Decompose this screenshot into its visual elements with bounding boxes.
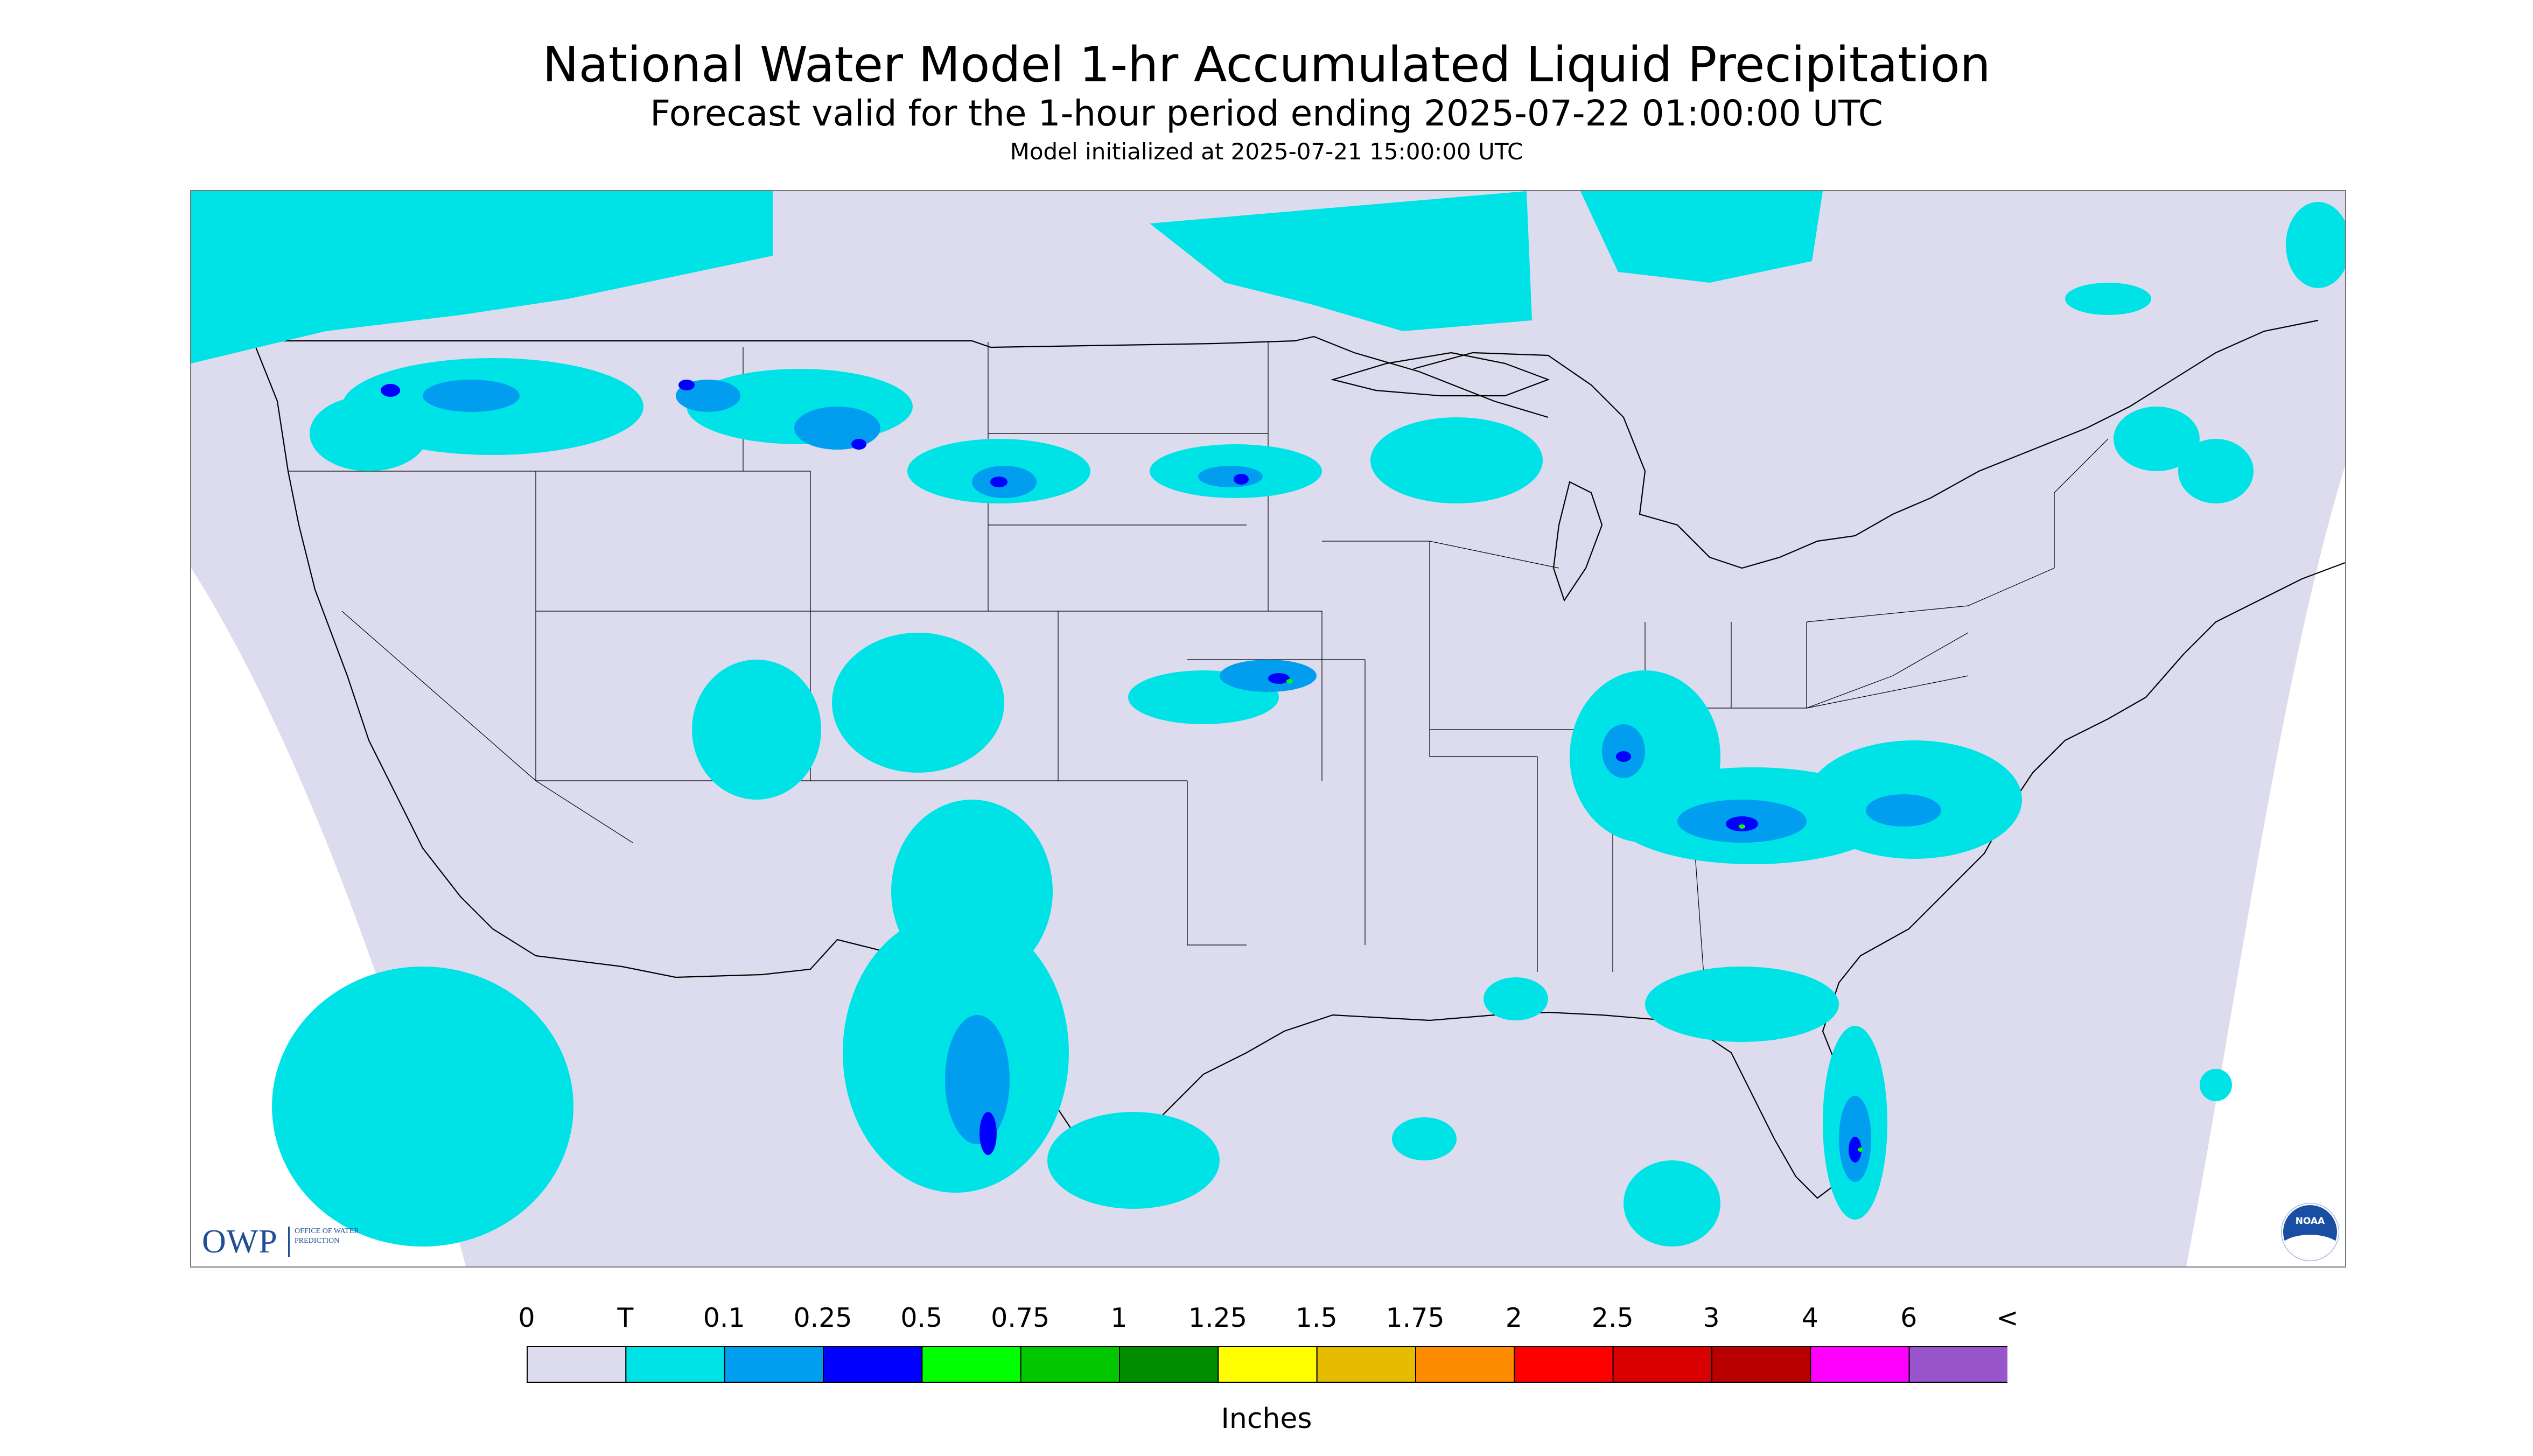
legend-tick-label: 2.5 [1591, 1303, 1634, 1333]
noaa-logo: NOAA [2282, 1203, 2339, 1261]
legend-swatch [1514, 1346, 1614, 1383]
legend-swatch [823, 1346, 923, 1383]
precip-moderate-areas [381, 380, 1862, 1163]
legend-tick-label: 3 [1703, 1303, 1720, 1333]
legend-tick-label: T [617, 1303, 634, 1333]
legend-tick-label: 0.5 [900, 1303, 943, 1333]
legend-swatch [1612, 1346, 1712, 1383]
legend-tick-label: 4 [1801, 1303, 1818, 1333]
color-legend-bar [527, 1346, 2007, 1383]
legend-tick-label: 0 [518, 1303, 535, 1333]
lake-michigan [1552, 481, 1603, 602]
legend-swatch [625, 1346, 725, 1383]
legend-swatch [921, 1346, 1021, 1383]
gulf-coastline [1084, 562, 2345, 1199]
legend-swatch [1217, 1346, 1318, 1383]
owp-logo-mark: OWP [202, 1223, 278, 1260]
precipitation-map: OWP OFFICE OF WATER PREDICTION NOAA [190, 190, 2346, 1268]
owp-logo-separator [288, 1227, 290, 1257]
legend-tick-label: 6 [1900, 1303, 1918, 1333]
precip-heavy-areas [1286, 679, 1863, 1152]
owp-logo-subtext: OFFICE OF WATER PREDICTION [295, 1227, 359, 1245]
noaa-logo-text: NOAA [2295, 1216, 2325, 1227]
legend-tick-label: 1.25 [1188, 1303, 1247, 1333]
noaa-logo-wave [2283, 1235, 2337, 1259]
legend-tick-label: 0.75 [991, 1303, 1050, 1333]
legend-units: Inches [1221, 1403, 1312, 1435]
legend-tick-label: 2 [1505, 1303, 1522, 1333]
legend-tick-label: 0.1 [703, 1303, 745, 1333]
st-lawrence [1930, 319, 2319, 499]
legend-swatch [1020, 1346, 1121, 1383]
legend-tick-label: 1.75 [1386, 1303, 1445, 1333]
legend-swatch [1119, 1346, 1219, 1383]
legend-swatch [1810, 1346, 1910, 1383]
legend-swatch [1316, 1346, 1416, 1383]
legend-tick-label: 1 [1110, 1303, 1128, 1333]
great-lakes [1413, 352, 1931, 569]
map-canvas [191, 191, 2345, 1266]
canada-us-border [283, 335, 1549, 418]
legend-swatch [1415, 1346, 1515, 1383]
lake-superior [1330, 352, 1550, 397]
legend-swatch [527, 1346, 627, 1383]
legend-swatch [1908, 1346, 2007, 1383]
legend-swatch [724, 1346, 824, 1383]
legend-tick-label: 1.5 [1295, 1303, 1338, 1333]
legend-tick-label: 0.25 [793, 1303, 852, 1333]
model-init-line: Model initialized at 2025-07-21 15:00:00… [1010, 138, 1523, 165]
legend-tick-label: < [1996, 1303, 2019, 1333]
forecast-valid-subtitle: Forecast valid for the 1-hour period end… [650, 93, 1883, 134]
owp-logo: OWP OFFICE OF WATER PREDICTION [202, 1222, 396, 1261]
map-title: National Water Model 1-hr Accumulated Li… [542, 37, 1991, 93]
legend-swatch [1711, 1346, 1811, 1383]
